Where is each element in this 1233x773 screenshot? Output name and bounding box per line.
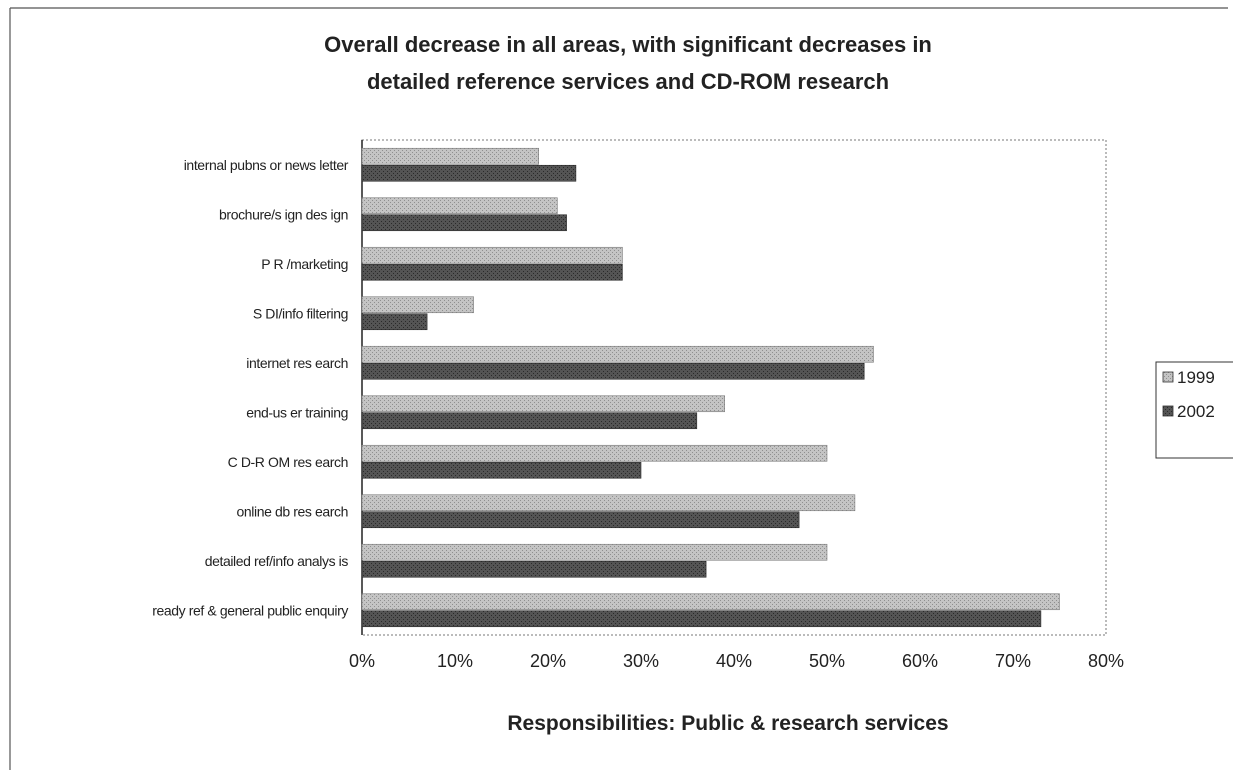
legend-label-1999: 1999 xyxy=(1177,368,1215,387)
bar-1999-6 xyxy=(361,395,726,413)
x-tick-label-4: 30% xyxy=(623,651,659,671)
bar-1999-7 xyxy=(361,444,828,462)
bar-2002-2 xyxy=(361,214,567,232)
bar-1999-4 xyxy=(361,296,474,314)
x-tick-label-6: 50% xyxy=(809,651,845,671)
bar-1999-5 xyxy=(361,345,874,363)
category-label-10: ready ref & general public enquiry xyxy=(152,602,348,618)
bar-1999-2 xyxy=(361,197,558,215)
chart-title-line-2: detailed reference services and CD-ROM r… xyxy=(367,69,889,94)
x-tick-label-7: 60% xyxy=(902,651,938,671)
category-label-3: P R /marketing xyxy=(261,256,348,272)
chart-title-line-1: Overall decrease in all areas, with sign… xyxy=(324,32,932,57)
bar-2002-7 xyxy=(361,461,642,479)
category-label-2: brochure/s ign des ign xyxy=(219,206,348,222)
x-tick-label-5: 40% xyxy=(716,651,752,671)
x-tick-label-8: 70% xyxy=(995,651,1031,671)
category-label-6: end-us er training xyxy=(246,404,348,420)
legend-swatch-2002 xyxy=(1162,405,1174,417)
bar-1999-8 xyxy=(361,494,856,512)
bar-2002-8 xyxy=(361,511,800,529)
x-tick-labels-group: 0% 10% 20% 30% 40% 50% 60% 70% 80% xyxy=(349,651,1124,671)
bar-1999-1 xyxy=(361,147,539,165)
bar-2002-1 xyxy=(361,164,577,182)
bar-1999-10 xyxy=(361,593,1060,611)
bar-2002-10 xyxy=(361,610,1042,628)
x-axis-title: Responsibilities: Public & research serv… xyxy=(507,712,948,735)
bar-2002-6 xyxy=(361,412,698,430)
bar-2002-5 xyxy=(361,362,865,380)
x-tick-label-2: 10% xyxy=(437,651,473,671)
bar-2002-4 xyxy=(361,313,428,331)
legend-label-2002: 2002 xyxy=(1177,402,1215,421)
x-tick-label-1: 0% xyxy=(349,651,375,671)
category-label-9: detailed ref/info analys is xyxy=(205,553,349,569)
legend-swatch-1999 xyxy=(1162,371,1174,383)
category-label-5: internet res earch xyxy=(246,355,348,371)
x-tick-label-9: 80% xyxy=(1088,651,1124,671)
x-tick-label-3: 20% xyxy=(530,651,566,671)
category-label-7: C D-R OM res earch xyxy=(228,454,348,470)
category-label-1: internal pubns or news letter xyxy=(184,157,349,173)
legend: 1999 2002 xyxy=(1155,361,1233,459)
category-label-4: S DI/info filtering xyxy=(253,305,348,321)
bars-group xyxy=(361,147,1060,628)
category-label-8: online db res earch xyxy=(237,503,348,519)
bar-1999-9 xyxy=(361,543,828,561)
bar-2002-9 xyxy=(361,560,707,578)
plot-area xyxy=(361,139,1107,636)
category-labels-group: internal pubns or news letter brochure/s … xyxy=(152,157,349,619)
bar-1999-3 xyxy=(361,246,623,264)
bar-2002-3 xyxy=(361,263,623,281)
